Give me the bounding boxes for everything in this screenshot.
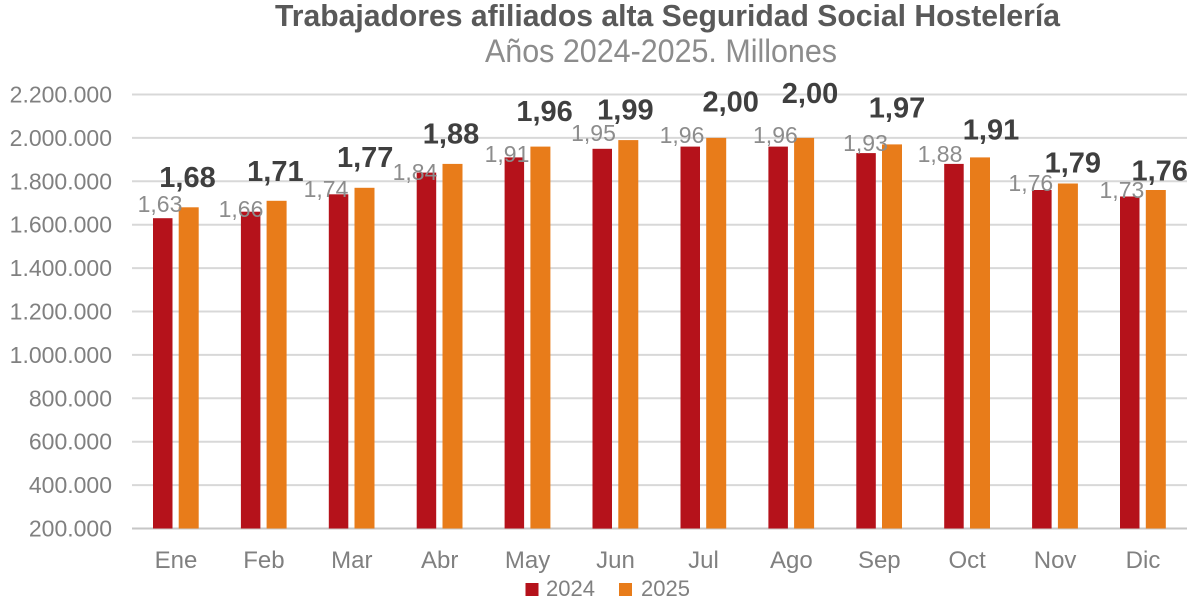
svg-text:1,68: 1,68 [159,162,215,194]
svg-text:1,66: 1,66 [219,196,264,222]
svg-text:Mar: Mar [331,547,372,574]
svg-text:Dic: Dic [1126,547,1161,574]
svg-text:1,96: 1,96 [660,122,705,148]
svg-text:1,84: 1,84 [393,159,438,185]
svg-text:800.000: 800.000 [29,385,112,411]
svg-text:1,97: 1,97 [869,93,925,125]
svg-text:1,96: 1,96 [516,96,572,128]
svg-text:1,63: 1,63 [138,191,183,217]
svg-text:Oct: Oct [949,547,987,574]
svg-text:1,76: 1,76 [1131,156,1187,188]
svg-text:1,76: 1,76 [1008,170,1053,196]
svg-text:1,91: 1,91 [963,115,1019,147]
svg-text:1,96: 1,96 [753,122,798,148]
svg-text:2,00: 2,00 [782,78,838,110]
svg-text:Ene: Ene [155,547,198,574]
svg-text:1,73: 1,73 [1100,177,1145,203]
svg-text:2,00: 2,00 [702,86,758,118]
svg-text:Jun: Jun [596,547,635,574]
svg-text:1.000.000: 1.000.000 [10,342,112,368]
svg-text:1.200.000: 1.200.000 [10,299,112,325]
svg-text:1,93: 1,93 [843,130,888,156]
svg-text:1.800.000: 1.800.000 [10,168,112,194]
svg-text:2.200.000: 2.200.000 [10,82,112,108]
svg-text:400.000: 400.000 [29,472,112,498]
svg-text:1.400.000: 1.400.000 [10,255,112,281]
svg-text:1,88: 1,88 [423,119,479,151]
svg-text:Nov: Nov [1034,547,1077,574]
svg-text:1,77: 1,77 [337,142,393,174]
svg-text:Sep: Sep [858,547,901,574]
svg-text:2024: 2024 [546,576,595,600]
svg-text:2.000.000: 2.000.000 [10,125,112,151]
svg-text:Trabajadores afiliados alta Se: Trabajadores afiliados alta Seguridad So… [275,0,1061,33]
svg-text:1,71: 1,71 [247,156,303,188]
svg-text:1,79: 1,79 [1045,147,1101,179]
svg-text:600.000: 600.000 [29,429,112,455]
svg-text:1,88: 1,88 [918,141,963,167]
svg-text:Abr: Abr [421,547,458,574]
svg-text:Años 2024-2025. Millones: Años 2024-2025. Millones [485,33,837,69]
svg-text:1.600.000: 1.600.000 [10,212,112,238]
svg-text:1,74: 1,74 [304,176,349,202]
svg-text:Ago: Ago [770,547,813,574]
svg-text:1,95: 1,95 [571,120,616,146]
svg-text:Jul: Jul [688,547,719,574]
svg-text:1,91: 1,91 [485,141,530,167]
svg-text:2025: 2025 [641,576,690,600]
svg-text:Feb: Feb [243,547,284,574]
svg-text:1,99: 1,99 [597,95,653,127]
svg-text:200.000: 200.000 [29,516,112,542]
svg-text:May: May [505,547,550,574]
